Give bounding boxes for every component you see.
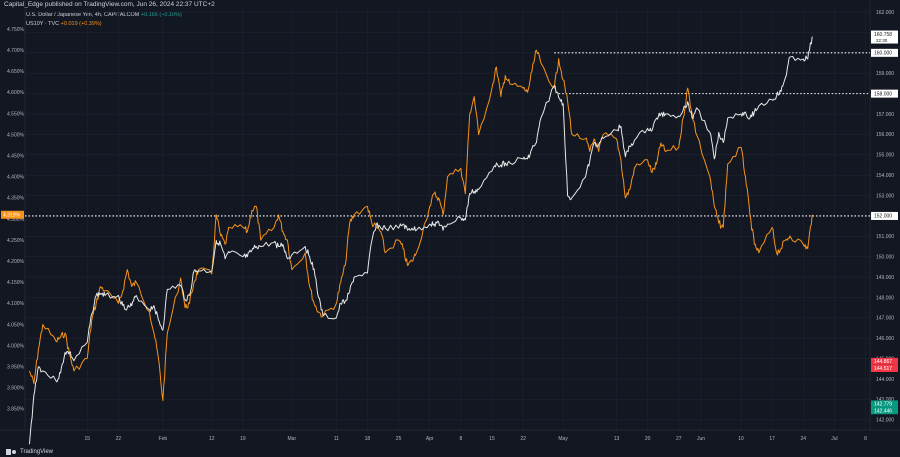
x-axis-tick: 17 <box>769 436 775 442</box>
x-axis-tick: 15 <box>489 436 495 442</box>
series-line-us10y[interactable] <box>28 49 813 401</box>
x-axis-tick: Apr <box>426 436 434 442</box>
price-tag-box <box>871 400 898 408</box>
left-axis-tick: 4.500% <box>7 132 25 138</box>
tradingview-logo-icon <box>6 449 17 455</box>
price-tag-label: 142.779 <box>874 402 892 408</box>
legend-row-us10y[interactable]: US10Y · TVC +0.019 (+0.39%) <box>26 20 182 29</box>
chart-legend: U.S. Dollar / Japanese Yen, 4h, CAPITALC… <box>26 11 182 29</box>
x-axis-tick: 19 <box>240 436 246 442</box>
x-axis-tick: 22 <box>520 436 526 442</box>
x-axis-tick: 18 <box>365 436 371 442</box>
level-label: 152.000 <box>874 214 892 220</box>
left-axis-tick: 3.850% <box>7 407 25 413</box>
left-axis-tick: 4.200% <box>7 259 25 265</box>
x-axis-tick: 10 <box>738 436 744 442</box>
right-axis-tick: 149.000 <box>876 275 894 281</box>
x-axis-tick: 12 <box>209 436 215 442</box>
price-tag-box <box>871 364 898 372</box>
left-axis-tick: 3.950% <box>7 365 25 371</box>
right-axis-tick: 151.000 <box>876 234 894 240</box>
us10y-current-box <box>1 210 24 219</box>
x-axis-tick: 22 <box>116 436 122 442</box>
time-axis[interactable]: 15 22 Feb 12 19 Mar 11 18 25 Apr 8 15 22 May 13 20 27 Jun… <box>84 436 867 442</box>
legend-usdjpy-name: U.S. Dollar / Japanese Yen, 4h, CAPITALC… <box>26 12 140 18</box>
grid-lines <box>0 0 900 431</box>
left-axis-tick: 4.600% <box>7 90 25 96</box>
right-axis-tick: 146.000 <box>876 336 894 342</box>
right-axis-tick: 144.000 <box>876 377 894 383</box>
x-axis-tick: 20 <box>645 436 651 442</box>
x-axis-tick: 24 <box>801 436 807 442</box>
right-axis-tick: 143.000 <box>876 397 894 403</box>
right-axis-tick: 159.000 <box>876 71 894 77</box>
price-tag-box <box>871 357 898 365</box>
legend-us10y-change: +0.019 (+0.39%) <box>60 21 102 27</box>
left-axis-tick: 4.700% <box>7 48 25 54</box>
left-axis-tick: 4.050% <box>7 322 25 328</box>
x-axis-tick: Mar <box>288 436 297 442</box>
left-axis-tick: 4.350% <box>7 196 25 202</box>
x-axis-tick: May <box>558 436 568 442</box>
level-label-box <box>871 211 898 220</box>
left-axis-tick: 4.150% <box>7 280 25 286</box>
right-axis-tick: 156.000 <box>876 132 894 138</box>
x-axis-tick: 13 <box>614 436 620 442</box>
right-axis-tick: 148.000 <box>876 295 894 301</box>
left-axis-tick: 4.400% <box>7 175 25 181</box>
usdjpy-current-label: 160.758 <box>874 32 892 38</box>
price-tag-box <box>871 407 898 415</box>
x-axis-tick: 8 <box>864 436 867 442</box>
left-axis-tick: 4.250% <box>7 238 25 244</box>
level-label: 160.000 <box>874 51 892 57</box>
usdjpy-current-box <box>871 30 898 44</box>
right-price-axis[interactable]: 142.000143.000144.000145.000146.000147.0… <box>871 10 898 424</box>
right-axis-tick: 142.000 <box>876 418 894 424</box>
series-line-usdjpy[interactable] <box>28 36 813 445</box>
published-header: Capital_Edge published on TradingView.co… <box>4 1 215 8</box>
left-price-axis[interactable]: 3.850% 3.900% 3.950% 4.000% 4.050% 4.100% 4.15… <box>1 27 25 413</box>
right-axis-tick: 147.000 <box>876 316 894 322</box>
level-label: 158.000 <box>874 91 892 97</box>
level-label-box <box>871 89 898 98</box>
price-tag-label: 144.517 <box>874 366 892 372</box>
legend-us10y-name: US10Y · TVC <box>26 21 60 27</box>
x-axis-tick: Jun <box>697 436 705 442</box>
x-axis-tick: 27 <box>676 436 682 442</box>
series-lines <box>28 36 813 445</box>
x-axis-tick: 15 <box>84 436 90 442</box>
legend-row-usdjpy[interactable]: U.S. Dollar / Japanese Yen, 4h, CAPITALC… <box>26 11 182 20</box>
horizontal-level-lines <box>25 52 870 217</box>
left-axis-tick: 4.450% <box>7 154 25 160</box>
right-axis-tick: 157.000 <box>876 112 894 118</box>
footer-brand: TradingView <box>6 449 53 455</box>
left-axis-tick: 4.100% <box>7 301 25 307</box>
x-axis-tick: 8 <box>459 436 462 442</box>
left-axis-tick: 4.550% <box>7 111 25 117</box>
left-axis-tick: 4.000% <box>7 343 25 349</box>
right-axis-tick: 154.000 <box>876 173 894 179</box>
right-axis-tick: 150.000 <box>876 255 894 261</box>
price-tag-label: 144.867 <box>874 359 892 365</box>
usdjpy-current-sub: 22:30 <box>876 38 888 43</box>
left-axis-tick: 4.750% <box>7 27 25 33</box>
x-axis-tick: Jul <box>831 436 837 442</box>
level-label-box <box>871 48 898 57</box>
right-axis-tick: 153.000 <box>876 193 894 199</box>
footer-brand-text: TradingView <box>20 449 54 455</box>
left-axis-tick: 4.650% <box>7 69 25 75</box>
x-axis-tick: 25 <box>396 436 402 442</box>
x-axis-tick: 11 <box>334 436 339 442</box>
right-axis-tick: 155.000 <box>876 153 894 159</box>
price-tag-label: 142.446 <box>874 408 892 414</box>
x-axis-tick: Feb <box>159 436 168 442</box>
left-axis-tick: 4.300% <box>7 217 25 223</box>
legend-usdjpy-change: +0.165 (+0.10%) <box>140 12 182 18</box>
left-axis-tick: 3.900% <box>7 386 25 392</box>
us10y-current-label: 4.319% <box>3 213 21 219</box>
right-axis-tick: 162.000 <box>876 10 894 16</box>
